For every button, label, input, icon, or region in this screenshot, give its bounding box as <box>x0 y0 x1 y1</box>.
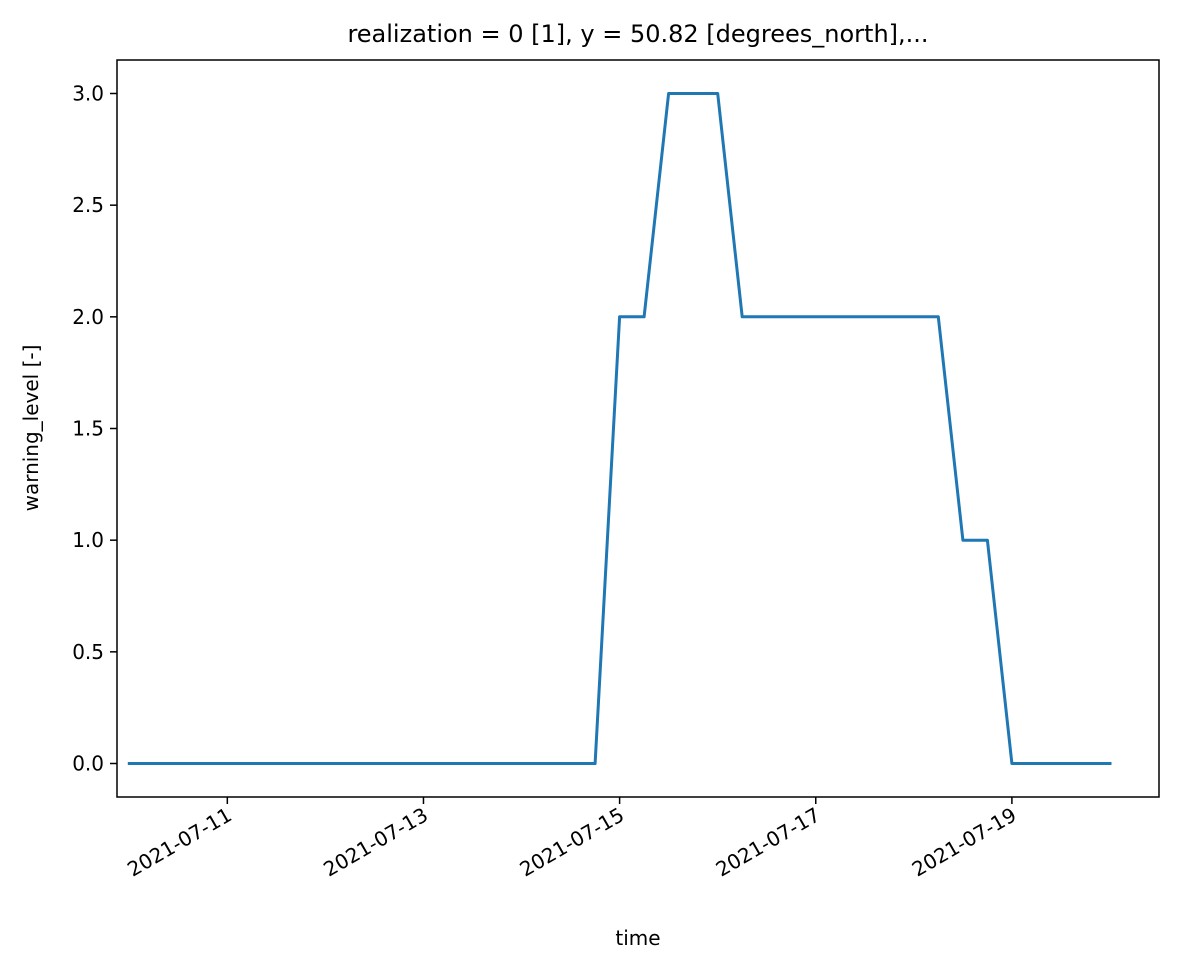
y-tick-label: 1.5 <box>72 417 104 441</box>
series-line <box>127 92 1112 765</box>
series-layer <box>127 92 1112 765</box>
y-tick-label: 0.5 <box>72 640 104 664</box>
y-tick-label: 3.0 <box>72 82 104 106</box>
y-tick-label: 2.5 <box>72 193 104 217</box>
chart-title: realization = 0 [1], y = 50.82 [degrees_… <box>347 20 928 48</box>
y-axis: 0.0 0.5 1.0 1.5 2.0 2.5 3.0 <box>72 82 117 776</box>
x-axis-title: time <box>615 926 660 950</box>
y-tick-label: 0.0 <box>72 752 104 776</box>
y-tick-label: 1.0 <box>72 528 104 552</box>
y-axis-title: warning_level [-] <box>19 345 43 512</box>
y-tick-label: 2.0 <box>72 305 104 329</box>
